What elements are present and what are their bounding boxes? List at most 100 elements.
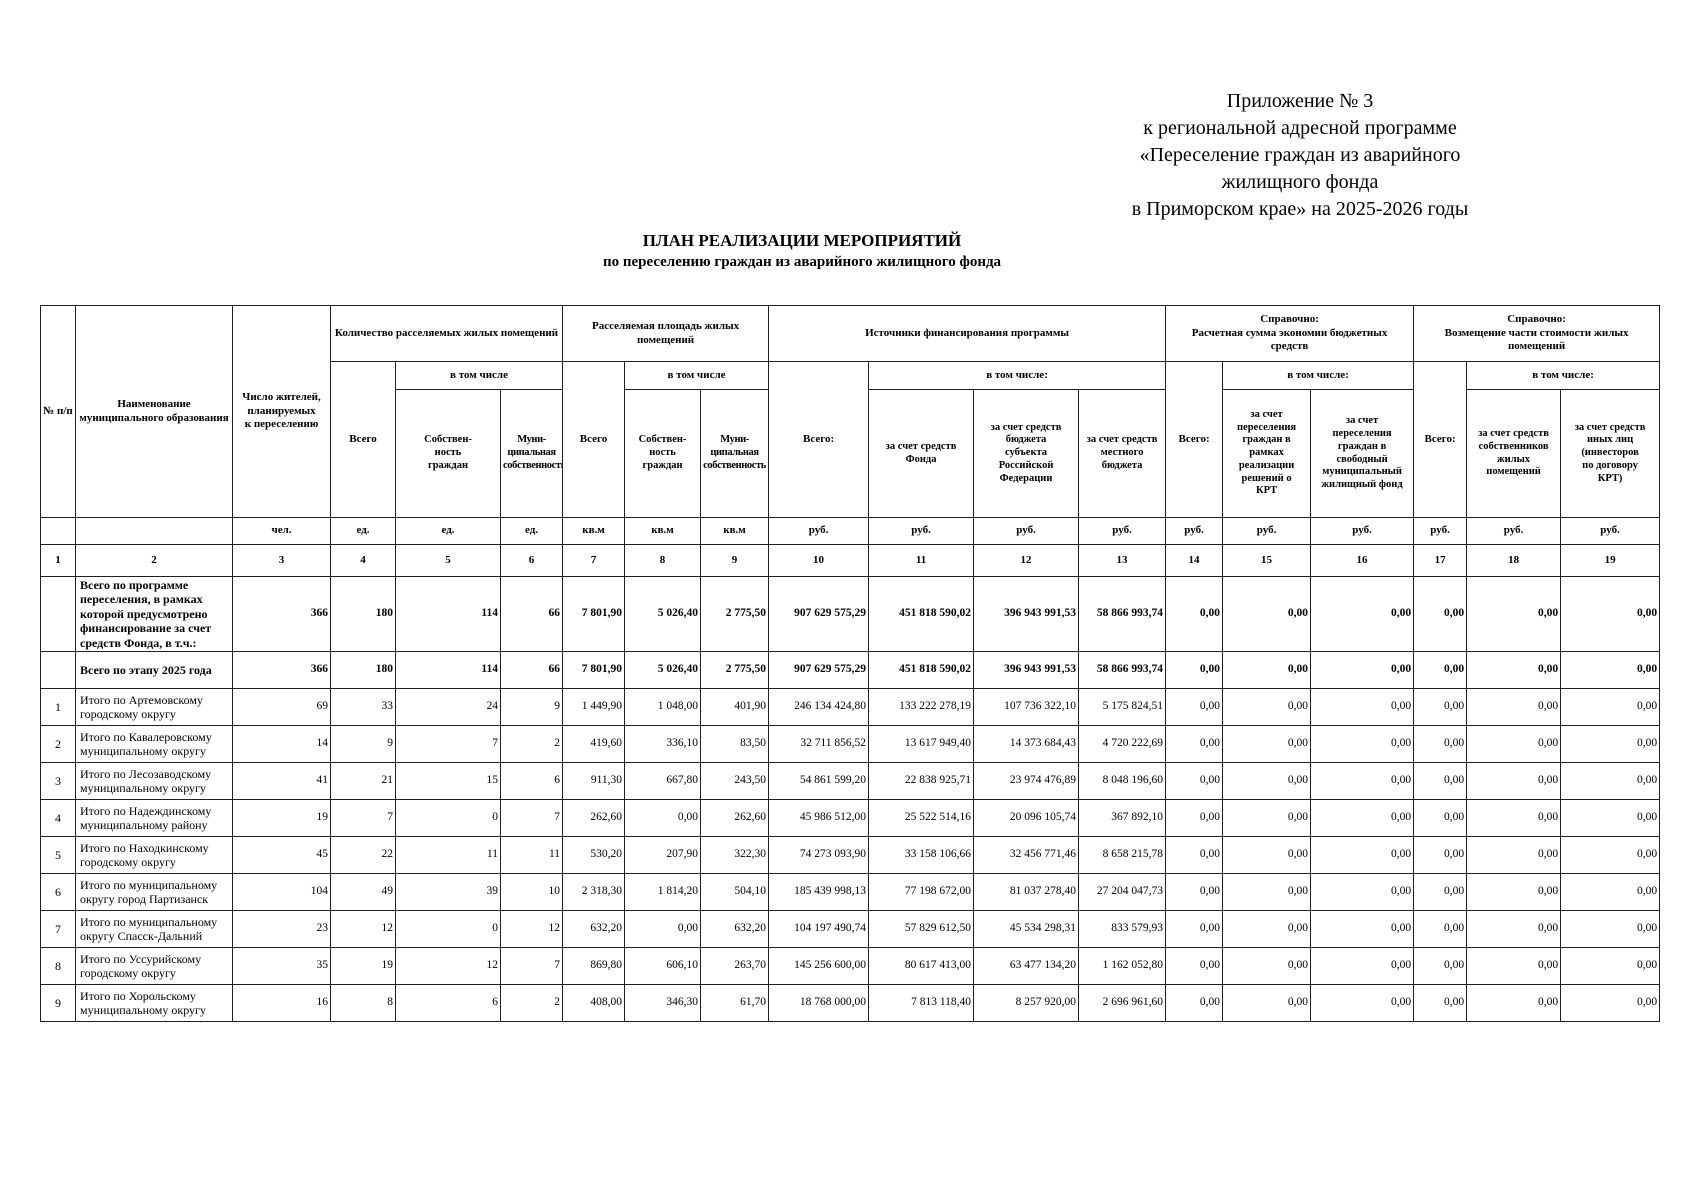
municipality-name-cell: Итого по Кавалеровскому муниципальному о… xyxy=(75,724,233,763)
value-cell: 0,00 xyxy=(1466,909,1562,948)
col-header-premises-total: Всего xyxy=(330,361,396,518)
value-cell: 0,00 xyxy=(1165,835,1224,874)
unit-cell: руб. xyxy=(1165,517,1224,545)
value-cell: 0,00 xyxy=(1413,946,1468,985)
value-cell: 5 026,40 xyxy=(624,576,702,652)
value-cell: 12 xyxy=(499,909,564,948)
value-cell: 11 xyxy=(395,835,501,874)
value-cell: 45 xyxy=(232,835,331,874)
subgroup-savings-including: в том числе: xyxy=(1222,361,1415,390)
municipality-name-cell: Итого по Надеждинскому муниципальному ра… xyxy=(75,798,233,837)
unit-cell xyxy=(75,517,233,545)
unit-cell: руб. xyxy=(868,517,975,545)
row-number-cell xyxy=(40,650,76,689)
row-number-cell: 9 xyxy=(40,983,76,1022)
appendix-line: жилищного фонда xyxy=(1221,171,1379,193)
column-number-cell: 4 xyxy=(330,544,396,577)
value-cell: 9 xyxy=(330,724,396,763)
value-cell: 0,00 xyxy=(1560,650,1661,689)
unit-cell: руб. xyxy=(1078,517,1167,545)
municipality-name-cell: Итого по муниципальному округу Спасск-Да… xyxy=(75,909,233,948)
value-cell: 7 xyxy=(499,946,564,985)
value-cell: 0,00 xyxy=(1413,724,1468,763)
document-title-block: ПЛАН РЕАЛИЗАЦИИ МЕРОПРИЯТИЙ по переселен… xyxy=(440,231,1164,271)
unit-cell: руб. xyxy=(768,517,870,545)
value-cell: 2 318,30 xyxy=(562,872,626,911)
municipality-name-cell: Итого по Хорольскому муниципальному окру… xyxy=(75,983,233,1022)
value-cell: 18 768 000,00 xyxy=(768,983,870,1022)
document-title: ПЛАН РЕАЛИЗАЦИИ МЕРОПРИЯТИЙ xyxy=(642,231,962,250)
table-row: 5 Итого по Находкинскому городскому округ… xyxy=(40,835,1661,874)
value-cell: 14 373 684,43 xyxy=(973,724,1080,763)
value-cell: 57 829 612,50 xyxy=(868,909,975,948)
value-cell: 104 197 490,74 xyxy=(768,909,870,948)
value-cell: 0,00 xyxy=(1413,687,1468,726)
unit-cell: руб. xyxy=(1560,517,1661,545)
value-cell: 23 xyxy=(232,909,331,948)
column-numbers-row: 1 2 3 4 5 6 7 8 9 10 11 12 13 14 15 16 17 18 19 xyxy=(40,544,1661,577)
col-header-funding-total: Всего: xyxy=(768,361,870,518)
value-cell: 0,00 xyxy=(1222,835,1312,874)
value-cell: 2 775,50 xyxy=(700,650,770,689)
column-number-cell: 9 xyxy=(700,544,770,577)
col-header-area-total: Всего xyxy=(562,361,626,518)
value-cell: 0,00 xyxy=(1560,576,1661,652)
value-cell: 145 256 600,00 xyxy=(768,946,870,985)
group-header-reimbursement: Справочно: Возмещение части стоимости жи… xyxy=(1413,305,1661,362)
value-cell: 180 xyxy=(330,576,396,652)
value-cell: 22 838 925,71 xyxy=(868,761,975,800)
value-cell: 74 273 093,90 xyxy=(768,835,870,874)
value-cell: 0,00 xyxy=(1466,761,1562,800)
value-cell: 107 736 322,10 xyxy=(973,687,1080,726)
col-header-area-municipal: Муни- ципальная собственность xyxy=(700,389,770,518)
value-cell: 6 xyxy=(395,983,501,1022)
value-cell: 0,00 xyxy=(1560,798,1661,837)
row-number-cell: 3 xyxy=(40,761,76,800)
group-header-premises: Количество расселяемых жилых помещений xyxy=(329,305,564,362)
value-cell: 63 477 134,20 xyxy=(973,946,1080,985)
value-cell: 7 xyxy=(395,724,501,763)
table-row: Всего по этапу 2025 года 366 180 114 66 7 801… xyxy=(40,650,1661,689)
value-cell: 0,00 xyxy=(624,798,702,837)
value-cell: 0,00 xyxy=(1165,576,1224,652)
value-cell: 41 xyxy=(232,761,331,800)
value-cell: 66 xyxy=(499,650,564,689)
value-cell: 0,00 xyxy=(1310,650,1415,689)
subgroup-area-including: в том числе xyxy=(624,361,770,390)
municipality-name-cell: Итого по Находкинскому городскому округу xyxy=(75,835,233,874)
value-cell: 0,00 xyxy=(1165,909,1224,948)
value-cell: 0,00 xyxy=(1222,872,1312,911)
value-cell: 83,50 xyxy=(700,724,770,763)
value-cell: 0,00 xyxy=(1310,909,1415,948)
table-header: № п/п Наименование муниципального образо… xyxy=(40,305,1661,577)
value-cell: 13 617 949,40 xyxy=(868,724,975,763)
value-cell: 0,00 xyxy=(1165,650,1224,689)
unit-cell: ед. xyxy=(330,517,396,545)
column-number-cell: 3 xyxy=(232,544,331,577)
value-cell: 0,00 xyxy=(1222,650,1312,689)
value-cell: 7 xyxy=(330,798,396,837)
value-cell: 32 456 771,46 xyxy=(973,835,1080,874)
unit-cell: кв.м xyxy=(700,517,770,545)
value-cell: 0,00 xyxy=(1560,724,1661,763)
col-header-residents: Число жителей, планируемых к переселению xyxy=(232,305,331,518)
value-cell: 0,00 xyxy=(1466,576,1562,652)
value-cell: 0,00 xyxy=(1165,724,1224,763)
value-cell: 2 xyxy=(499,724,564,763)
value-cell: 0,00 xyxy=(1222,798,1312,837)
value-cell: 0,00 xyxy=(1310,761,1415,800)
table-row: 3 Итого по Лесозаводскому муниципальному … xyxy=(40,761,1661,800)
value-cell: 911,30 xyxy=(562,761,626,800)
value-cell: 0,00 xyxy=(1466,983,1562,1022)
value-cell: 0,00 xyxy=(1310,946,1415,985)
value-cell: 2 696 961,60 xyxy=(1078,983,1167,1022)
value-cell: 396 943 991,53 xyxy=(973,650,1080,689)
column-number-cell: 5 xyxy=(395,544,501,577)
unit-cell: ед. xyxy=(395,517,501,545)
column-number-cell: 11 xyxy=(868,544,975,577)
value-cell: 0,00 xyxy=(1413,650,1468,689)
unit-cell: руб. xyxy=(1310,517,1415,545)
value-cell: 0,00 xyxy=(1222,983,1312,1022)
col-header-other-persons: за счет средств иных лиц (инвесторов по … xyxy=(1560,389,1661,518)
unit-cell: руб. xyxy=(1413,517,1468,545)
